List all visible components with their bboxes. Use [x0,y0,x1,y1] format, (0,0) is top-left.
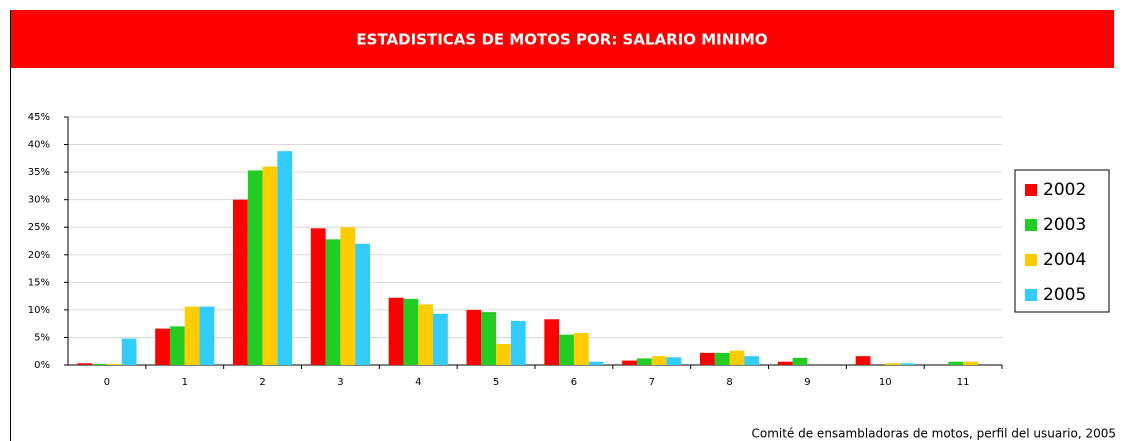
bar [247,170,263,365]
bar [199,306,215,365]
bar [169,326,185,365]
bar [121,338,137,365]
bar [481,312,497,365]
bar [310,228,326,365]
x-tick-label: 2 [259,377,265,388]
bar [277,151,293,365]
source-note: Comité de ensambladoras de motos, perfil… [751,427,1116,441]
legend-label: 2004 [1043,250,1086,270]
x-tick-label: 1 [182,377,188,388]
y-tick-label: 25% [28,222,50,233]
x-tick-label: 10 [879,377,892,388]
bar [700,352,715,365]
y-tick-label: 35% [28,167,50,178]
bar [510,320,526,365]
x-tick-label: 3 [337,377,343,388]
x-tick-label: 7 [649,377,655,388]
bar [622,360,637,365]
bar [777,361,793,365]
y-tick-label: 10% [28,305,50,316]
chart-title: ESTADISTICAS DE MOTOS POR: SALARIO MINIM… [356,31,767,49]
x-tick-label: 9 [804,377,810,388]
header-band [10,10,1114,68]
bar [106,363,122,365]
bar [233,199,248,365]
legend-swatch [1025,184,1037,196]
bar [544,319,560,365]
bar [588,361,604,365]
bar [792,357,808,365]
legend-label: 2003 [1043,215,1086,235]
bar [388,297,404,365]
legend-label: 2005 [1043,285,1086,305]
x-tick-label: 6 [571,377,577,388]
bar [355,243,370,365]
bar [155,328,170,365]
x-tick-label: 8 [726,377,732,388]
bar [714,352,730,365]
bar [262,166,278,365]
bar [651,356,667,365]
y-tick-label: 30% [28,195,50,206]
x-tick-label: 11 [957,377,970,388]
bar [636,358,652,365]
y-tick-label: 0% [34,360,50,371]
bar [855,356,871,365]
bar [559,334,574,365]
y-tick-label: 40% [28,140,50,151]
y-tick-label: 20% [28,250,50,261]
y-tick-label: 5% [34,332,50,343]
bar [948,361,964,365]
bar [340,227,356,365]
x-tick-label: 5 [493,377,499,388]
bar [418,304,434,365]
bar [403,298,419,365]
legend-swatch [1025,254,1037,266]
legend-swatch [1025,289,1037,301]
x-tick-label: 4 [415,377,421,388]
x-tick-label: 0 [104,377,110,388]
bar [963,361,978,365]
bar [466,309,482,365]
bar [885,363,901,365]
bar [184,306,200,365]
bar [573,333,589,365]
legend-label: 2002 [1043,180,1086,200]
legend-swatch [1025,219,1037,231]
bar [666,357,682,365]
bar [433,313,448,365]
bar [77,363,93,365]
bar [900,363,915,365]
bar [325,239,341,365]
bar [729,350,745,365]
bar [496,344,511,365]
y-tick-label: 15% [28,277,50,288]
bar [744,356,760,365]
y-tick-label: 45% [28,112,50,123]
bar [92,363,107,365]
